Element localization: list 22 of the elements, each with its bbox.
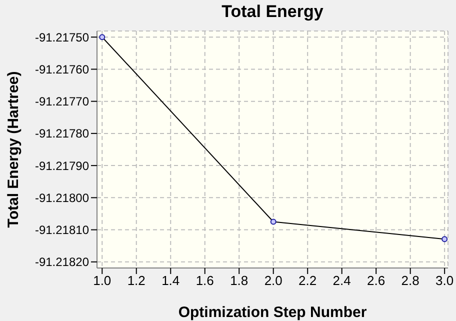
x-tick-label: 3.0 [436, 273, 454, 288]
y-tick-label: -91.21760 [34, 62, 90, 76]
x-tick-label: 1.2 [127, 273, 146, 288]
chart-title: Total Energy [220, 2, 324, 22]
y-tick-label: -91.21820 [34, 255, 90, 270]
y-tick-label: -91.21810 [34, 223, 90, 238]
x-tick-label: 1.4 [162, 273, 180, 288]
x-tick-label: 1.0 [93, 273, 112, 288]
y-tick-label: -91.21790 [34, 158, 90, 173]
x-axis-title: Optimization Step Number [178, 304, 367, 321]
y-axis-title: Total Energy (Hartree) [4, 71, 22, 228]
x-tick-label: 2.0 [264, 273, 282, 288]
x-tick-label: 1.6 [196, 273, 214, 288]
x-tick-label: 2.2 [298, 273, 317, 288]
x-tick-label: 2.6 [367, 273, 386, 288]
x-tick-label: 2.8 [401, 273, 420, 288]
x-tick-label: 2.4 [332, 273, 351, 288]
y-tick-label: -91.21770 [34, 94, 90, 109]
y-tick-label: -91.21800 [34, 190, 90, 205]
y-tick-label: -91.21780 [34, 126, 90, 141]
x-tick-label: 1.8 [230, 273, 248, 288]
y-tick-label: -91.21750 [34, 30, 90, 44]
